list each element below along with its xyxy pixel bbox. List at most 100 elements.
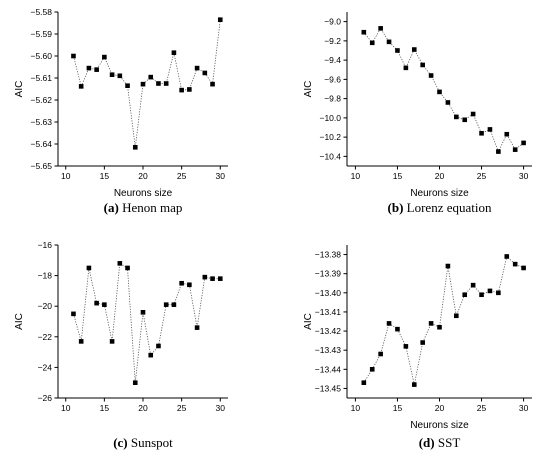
chart-panel-3: 10 15 20 25 30 −26 −24 −22 −20 −18 −16 AIC (c) Sunsp… [14, 240, 228, 450]
data-point [420, 62, 425, 68]
y-tick-label: −13.42 [315, 326, 342, 336]
y-tick-label: −9.8 [324, 94, 341, 104]
y-tick-label: −13.39 [315, 269, 342, 279]
data-point [378, 351, 383, 357]
y-tick-label: −13.45 [315, 383, 342, 393]
panel-caption: (d) SST [419, 435, 461, 450]
series-line [73, 262, 221, 383]
data-point [462, 117, 468, 123]
data-point [156, 343, 161, 349]
data-point [445, 263, 451, 269]
data-point [94, 300, 99, 306]
data-point [179, 87, 184, 93]
y-tick-label: −5.63 [30, 117, 52, 127]
data-point [125, 83, 130, 88]
data-point [132, 145, 138, 150]
data-point [496, 290, 501, 296]
data-point [117, 261, 123, 266]
x-tick-label: 15 [393, 403, 403, 413]
data-point [210, 276, 215, 281]
y-tick-label: −9.0 [324, 17, 341, 27]
y-axis-title: AIC [303, 313, 314, 330]
data-point [420, 340, 425, 345]
x-axis-title: Neurons size [410, 420, 469, 431]
data-point [171, 50, 177, 55]
y-tick-label: −16 [38, 240, 53, 250]
caption-text: Sunspot [128, 435, 174, 450]
data-point [470, 282, 476, 288]
data-point [71, 311, 76, 317]
x-tick-label: 10 [351, 171, 361, 181]
data-point [403, 65, 409, 71]
caption-letter: (d) [419, 435, 435, 450]
y-tick-label: −5.60 [30, 51, 52, 61]
data-point [117, 73, 123, 79]
data-point [132, 380, 138, 385]
data-point [395, 48, 400, 53]
chart-panel-1: 10 15 20 25 30 −5.65 −5.64 −5.63 −5.62 −5.61 −5.60… [14, 7, 228, 215]
data-point [512, 147, 518, 152]
data-point [361, 29, 367, 35]
data-point [437, 324, 442, 330]
data-point [521, 140, 526, 146]
x-tick-label: 15 [100, 403, 110, 413]
y-tick-label: −10.2 [319, 132, 341, 142]
y-tick-label: −9.6 [324, 74, 341, 84]
x-tick-label: 30 [519, 171, 529, 181]
data-point [395, 326, 400, 332]
data-point [94, 67, 99, 72]
x-tick-label: 25 [177, 171, 187, 181]
data-point [109, 72, 115, 77]
x-tick-label: 15 [393, 171, 403, 181]
y-tick-label: −18 [38, 271, 53, 281]
y-tick-label: −9.2 [324, 36, 341, 46]
data-point [163, 302, 169, 307]
data-point [86, 65, 92, 71]
x-tick-label: 25 [477, 171, 487, 181]
series-line [363, 255, 524, 385]
y-axis-title: AIC [14, 81, 25, 98]
data-point [369, 40, 375, 46]
x-tick-label: 20 [138, 403, 148, 413]
data-point [102, 54, 107, 60]
data-point [140, 310, 146, 315]
caption-letter: (a) [104, 200, 119, 215]
x-tick-label: 30 [519, 403, 529, 413]
data-point [78, 84, 84, 89]
data-point [521, 265, 526, 271]
y-axis-title: AIC [14, 313, 25, 330]
y-tick-label: −20 [38, 301, 53, 311]
data-point [171, 302, 177, 307]
y-tick-label: −5.64 [30, 139, 52, 149]
data-point [411, 47, 417, 52]
data-point [496, 149, 501, 154]
data-point [504, 131, 510, 137]
data-point [462, 292, 468, 298]
y-tick-label: −5.58 [30, 7, 52, 17]
x-tick-label: 25 [477, 403, 487, 413]
data-point [411, 382, 417, 387]
data-point [487, 127, 493, 132]
data-point [454, 114, 459, 120]
y-tick-label: −22 [38, 332, 53, 342]
caption-letter: (b) [388, 200, 404, 215]
data-point [217, 17, 223, 22]
y-tick-label: −10.4 [319, 151, 341, 161]
x-tick-label: 10 [351, 403, 361, 413]
caption-text: Lorenz equation [403, 200, 492, 215]
panel-caption: (a) Henon map [104, 200, 183, 215]
caption-text: SST [435, 435, 461, 450]
data-point [202, 274, 208, 280]
data-point [386, 321, 392, 326]
data-point [428, 321, 434, 326]
chart-panel-4: 10 15 20 25 30 −13.45 −13.44 −13.43 −13.42 −13.41… [303, 245, 532, 450]
data-point [445, 100, 451, 105]
caption-letter: (c) [113, 435, 127, 450]
y-tick-label: −5.59 [30, 29, 52, 39]
data-point [470, 111, 476, 117]
y-tick-label: −26 [38, 393, 53, 403]
data-point [361, 380, 367, 385]
y-tick-label: −24 [38, 362, 53, 372]
data-point [102, 302, 107, 307]
